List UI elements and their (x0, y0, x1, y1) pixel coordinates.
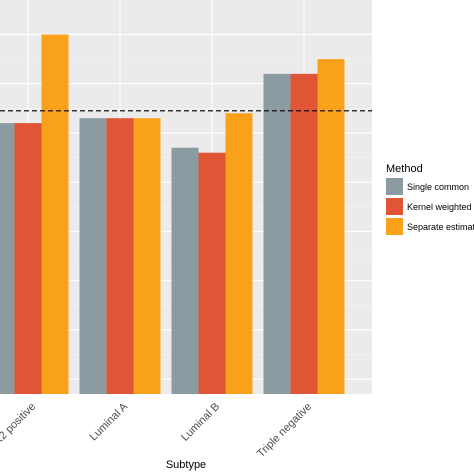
legend-title: Method (386, 163, 423, 175)
x-tick-label: Triple negative (255, 401, 314, 460)
legend: Method Single common Kernel weighted Separ… (386, 163, 474, 235)
bar (41, 34, 69, 394)
bar (198, 152, 226, 394)
bar (14, 123, 42, 394)
bar (171, 147, 199, 394)
legend-key (386, 198, 403, 215)
bar (225, 113, 253, 395)
bar (79, 118, 107, 394)
legend-label: Separate estimates (407, 222, 474, 232)
bar (290, 73, 318, 394)
x-axis-title: Subtype (166, 459, 206, 471)
legend-key (386, 218, 403, 235)
bar (317, 59, 345, 394)
bar (263, 73, 291, 394)
legend-label: Single common (407, 182, 469, 192)
bar (0, 123, 15, 394)
x-tick-label: Luminal B (179, 401, 222, 444)
bar (133, 118, 161, 394)
bars (0, 34, 345, 395)
legend-label: Kernel weighted (407, 202, 472, 212)
bar (106, 118, 134, 394)
legend-key (386, 178, 403, 195)
x-tick-label: HER2 positive (0, 401, 38, 459)
x-tick-label: Luminal A (88, 400, 131, 443)
x-tick-labels: HER2 positive Luminal A Luminal B Triple ne… (0, 400, 314, 460)
